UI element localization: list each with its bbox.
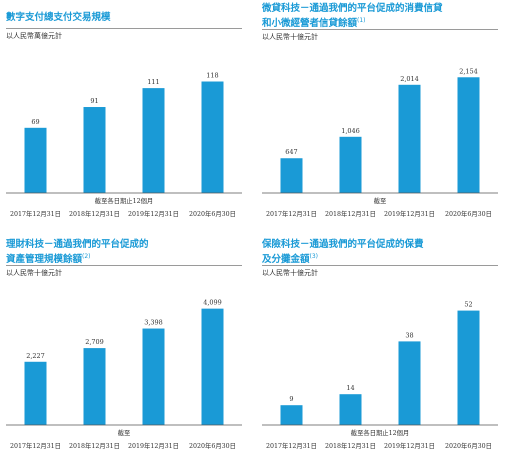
x-tick-label: 2019年12月31日: [384, 441, 435, 450]
data-label: 3,398: [144, 319, 163, 327]
x-tick-label: 2019年12月31日: [384, 209, 435, 218]
chart-title-line-2-text: 和小微經營者信貸餘額: [262, 18, 358, 30]
x-tick-label: 2017年12月31日: [266, 209, 317, 218]
data-label: 14: [346, 384, 354, 392]
panel-digital-payments: 數字支付總支付交易規模 以人民幣萬億元計 69 2017年12月31日 91 2018…: [6, 0, 242, 225]
x-tick-label: 2017年12月31日: [266, 441, 317, 450]
bar: [24, 127, 47, 193]
axis-note: 截至: [118, 428, 131, 437]
x-tick-label: 2018年12月31日: [325, 209, 376, 218]
chart-title-line-1: 理財科技－通過我們的平台促成的: [6, 239, 149, 250]
data-label: 2,154: [459, 67, 478, 75]
x-tick-label: 2020年6月30日: [189, 441, 236, 450]
bar-chart: 69 2017年12月31日 91 2018年12月31日 111 2019年12月31日…: [6, 72, 242, 218]
chart-title-line-1: 保險科技－通過我們的平台促成的保費: [262, 239, 424, 250]
x-tick-label: 2018年12月31日: [325, 441, 376, 450]
axis-note: 截至: [374, 196, 387, 205]
bar: [280, 158, 303, 193]
data-label: 2,227: [26, 352, 45, 360]
bar-chart: 647 2017年12月31日 1,046 2018年12月31日 2,014 2019年…: [262, 67, 498, 218]
title-rule: [6, 28, 242, 29]
bar: [142, 88, 165, 193]
data-label: 111: [147, 78, 159, 86]
x-tick-label: 2018年12月31日: [69, 209, 120, 218]
chart-title: 數字支付總支付交易規模: [6, 12, 111, 24]
unit-label: 以人民幣十億元計: [262, 269, 318, 277]
data-label: 69: [31, 118, 39, 126]
data-label: 118: [206, 72, 218, 80]
data-label: 2,709: [85, 338, 104, 346]
bar: [398, 341, 421, 425]
axis-note: 截至各日期止12個月: [351, 428, 409, 437]
chart-title-line-1: 微貸科技－通過我們的平台促成的消費信貸: [262, 3, 443, 14]
bar: [201, 81, 224, 193]
x-tick-label: 2020年6月30日: [189, 209, 236, 218]
bar-chart: 2,227 2017年12月31日 2,709 2018年12月31日 3,398 201…: [6, 299, 242, 450]
bar: [339, 394, 362, 425]
data-label: 38: [405, 331, 413, 339]
unit-label: 以人民幣十億元計: [262, 33, 318, 41]
footnote-marker: (3): [309, 253, 319, 260]
footnote-marker: (1): [357, 17, 366, 24]
x-tick-label: 2020年6月30日: [445, 441, 492, 450]
bar: [280, 405, 303, 425]
chart-title-line-2: 和小微經營者信貸餘額(1): [262, 15, 443, 30]
data-label: 2,014: [400, 75, 419, 83]
bar: [201, 308, 224, 425]
chart-title: 保險科技－通過我們的平台促成的保費 及分攤金額(3): [262, 239, 424, 266]
data-label: 4,099: [203, 299, 222, 307]
chart-title-line-2-text: 及分攤金額: [262, 254, 310, 266]
panel-insurance-tech: 保險科技－通過我們的平台促成的保費 及分攤金額(3) 以人民幣十億元計 9 201…: [262, 237, 498, 460]
bar-chart: 9 2017年12月31日 14 2018年12月31日 38 2019年12月31日 52…: [262, 301, 498, 450]
data-label: 91: [90, 97, 98, 105]
chart-title-text: 數字支付總支付交易規模: [6, 12, 111, 23]
chart-title-line-2: 及分攤金額(3): [262, 251, 424, 266]
chart-title-line-2: 資產管理規模餘額(2): [6, 251, 149, 266]
x-tick-label: 2019年12月31日: [128, 441, 179, 450]
panel-investment-tech: 理財科技－通過我們的平台促成的 資產管理規模餘額(2) 以人民幣十億元計 2,2…: [6, 237, 242, 460]
x-tick-label: 2019年12月31日: [128, 209, 179, 218]
data-label: 1,046: [341, 127, 360, 135]
panel-microlending: 微貸科技－通過我們的平台促成的消費信貸 和小微經營者信貸餘額(1) 以人民幣十億…: [262, 0, 498, 225]
title-rule: [6, 265, 242, 266]
unit-label: 以人民幣十億元計: [6, 269, 62, 277]
bar: [457, 310, 480, 425]
data-label: 52: [464, 301, 472, 309]
bar: [142, 328, 165, 425]
bar: [457, 77, 480, 193]
unit-label: 以人民幣萬億元計: [6, 32, 62, 40]
data-label: 647: [285, 148, 297, 156]
chart-title: 理財科技－通過我們的平台促成的 資產管理規模餘額(2): [6, 239, 149, 266]
bar: [339, 136, 362, 193]
axis-note: 截至各日期止12個月: [95, 196, 153, 205]
x-tick-label: 2017年12月31日: [10, 209, 61, 218]
data-label: 9: [289, 395, 293, 403]
title-rule: [262, 29, 498, 30]
title-rule: [262, 265, 498, 266]
footnote-marker: (2): [82, 253, 91, 260]
bar: [83, 107, 106, 193]
chart-title-line-2-text: 資產管理規模餘額: [6, 254, 83, 266]
bar: [83, 348, 106, 425]
bar: [398, 84, 421, 193]
chart-title: 微貸科技－通過我們的平台促成的消費信貸 和小微經營者信貸餘額(1): [262, 3, 443, 30]
x-tick-label: 2017年12月31日: [10, 441, 61, 450]
x-tick-label: 2018年12月31日: [69, 441, 120, 450]
bar: [24, 361, 47, 425]
x-tick-label: 2020年6月30日: [445, 209, 492, 218]
